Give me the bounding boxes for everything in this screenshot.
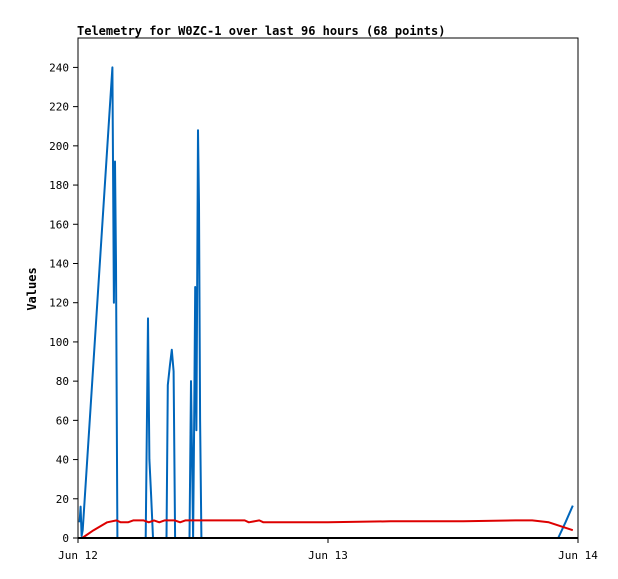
- x-tick-label: Jun 14: [558, 549, 598, 562]
- y-axis: 0 20 40 60 80 100 120 140 160 180 200 220 240: [49, 61, 78, 545]
- x-axis: Jun 12 Jun 13 Jun 14: [58, 538, 598, 562]
- y-tick-label: 160: [49, 218, 69, 231]
- y-tick-label: 240: [49, 61, 69, 74]
- y-tick-label: 220: [49, 101, 69, 114]
- y-tick-label: 200: [49, 140, 69, 153]
- x-tick-label: Jun 12: [58, 549, 98, 562]
- y-tick-label: 140: [49, 257, 69, 270]
- y-tick-label: 180: [49, 179, 69, 192]
- y-tick-label: 100: [49, 336, 69, 349]
- y-tick-label: 0: [62, 532, 69, 545]
- chart-title: Telemetry for W0ZC-1 over last 96 hours …: [77, 24, 445, 38]
- series-line-1: [78, 66, 574, 539]
- y-tick-label: 20: [56, 493, 69, 506]
- x-tick-label: Jun 13: [308, 549, 348, 562]
- y-tick-label: 120: [49, 297, 69, 310]
- series-group: [78, 66, 574, 539]
- series-line-2: [81, 519, 574, 539]
- y-tick-label: 40: [56, 454, 69, 467]
- y-tick-label: 60: [56, 414, 69, 427]
- y-tick-label: 80: [56, 375, 69, 388]
- plot-frame: [77, 37, 579, 539]
- y-axis-label: Values: [25, 267, 39, 310]
